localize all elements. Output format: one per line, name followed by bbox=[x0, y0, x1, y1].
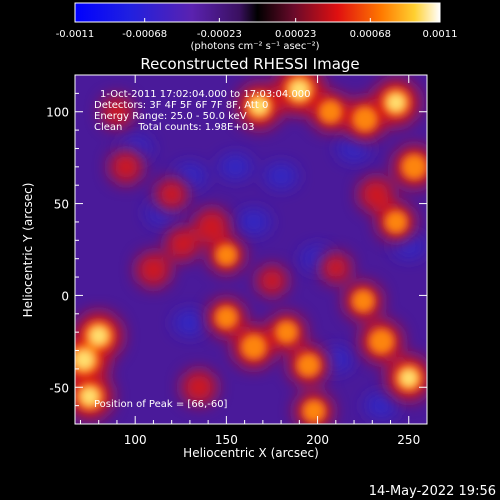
x-axis-label: Heliocentric X (arcsec) bbox=[183, 446, 319, 460]
heatmap-warm-core bbox=[302, 399, 326, 423]
x-tick-label: 250 bbox=[397, 433, 420, 447]
heatmap-hot-blob bbox=[109, 150, 143, 184]
heatmap-hot-blob bbox=[100, 95, 133, 128]
y-tick-label: 0 bbox=[61, 289, 69, 303]
colorbar-units: (photons cm⁻² s⁻¹ asec⁻²) bbox=[190, 41, 319, 52]
y-axis-label: Heliocentric Y (arcsec) bbox=[21, 183, 35, 318]
heatmap-bright-core bbox=[75, 350, 94, 369]
x-axis: 100 150 200 250 bbox=[79, 75, 428, 447]
chart-title: Reconstructed RHESSI Image bbox=[140, 55, 359, 73]
heatmap-hot-blob bbox=[165, 227, 200, 261]
colorbar bbox=[74, 2, 441, 23]
heatmap-cold-blob bbox=[264, 163, 298, 189]
colorbar-tick-label: -0.0011 bbox=[56, 29, 95, 40]
heatmap-cold-blob bbox=[364, 392, 399, 419]
colorbar-tick-label: 0.0011 bbox=[423, 29, 458, 40]
heatmap-hot-blob bbox=[320, 252, 352, 284]
heatmap-bright-core bbox=[251, 98, 268, 115]
y-tick-label: 100 bbox=[46, 106, 69, 120]
heatmap-cold-blob bbox=[173, 310, 207, 336]
heatmap-hot-blob bbox=[256, 265, 288, 297]
heatmap-warm-core bbox=[401, 154, 427, 180]
footer-date: 14-May-2022 19:56 bbox=[369, 484, 496, 499]
plot-frame bbox=[74, 74, 428, 425]
colorbar-tick-label: 0.00068 bbox=[350, 29, 391, 40]
heatmap-core-layer bbox=[75, 75, 427, 423]
y-axis: -50 0 50 100 bbox=[46, 74, 427, 407]
heatmap-hot-blob bbox=[181, 369, 217, 405]
annotation-detectors: Detectors: 3F 4F 5F 6F 7F 8F, Att 0 bbox=[94, 100, 268, 111]
heatmap-cold-blob bbox=[337, 135, 371, 162]
heatmap-hot-blob bbox=[358, 176, 394, 212]
y-tick-label: 50 bbox=[54, 198, 69, 212]
heatmap-warm-core bbox=[215, 244, 238, 266]
heatmap-warm-core bbox=[214, 306, 238, 329]
heatmap-warm-core bbox=[296, 353, 321, 378]
heatmap-bright-core bbox=[90, 327, 108, 345]
heatmap-warm-core bbox=[368, 328, 395, 355]
peak-position-label: Position of Peak = [66,-60] bbox=[94, 399, 228, 410]
colorbar-tick-label: 0.00023 bbox=[275, 29, 316, 40]
heatmap-hot-blob bbox=[135, 252, 171, 288]
colorbar-tick-label: -0.00023 bbox=[197, 29, 242, 40]
heatmap-bright-core bbox=[81, 388, 98, 405]
y-tick-label: -50 bbox=[49, 381, 69, 395]
heatmap-bright-core bbox=[387, 94, 405, 111]
heatmap-bright-core bbox=[400, 370, 417, 386]
x-tick-label: 150 bbox=[215, 433, 238, 447]
heatmap-warm-core bbox=[275, 320, 298, 344]
heatmap-warm-core bbox=[384, 210, 408, 234]
heatmap-hot-blob bbox=[194, 208, 230, 244]
heatmap-bright-core bbox=[290, 81, 309, 99]
heatmap-warm-core bbox=[352, 106, 378, 132]
heatmap-hot-blob bbox=[155, 178, 188, 211]
heatmap-warm-core bbox=[351, 289, 375, 313]
annotation-clean-counts: Clean Total counts: 1.98E+03 bbox=[94, 122, 254, 133]
heatmap-cold-blob bbox=[218, 154, 253, 180]
heatmap-warm-core bbox=[241, 334, 267, 360]
annotation-time-range: 1-Oct-2011 17:02:04.000 to 17:03:04.000 bbox=[100, 89, 311, 100]
heatmap-warm-core bbox=[318, 99, 343, 124]
heatmap-area bbox=[75, 75, 427, 424]
heatmap-cold-blob bbox=[237, 209, 271, 235]
colorbar-tick-label: -0.00068 bbox=[122, 29, 167, 40]
x-tick-label: 100 bbox=[124, 433, 147, 447]
annotation-block: 1-Oct-2011 17:02:04.000 to 17:03:04.000 … bbox=[94, 89, 311, 133]
annotation-energy-range: Energy Range: 25.0 - 50.0 keV bbox=[94, 111, 247, 122]
x-tick-label: 200 bbox=[306, 433, 329, 447]
colorbar-ticks: -0.0011 -0.00068 -0.00023 0.00023 0.00068 0.0… bbox=[56, 18, 458, 40]
